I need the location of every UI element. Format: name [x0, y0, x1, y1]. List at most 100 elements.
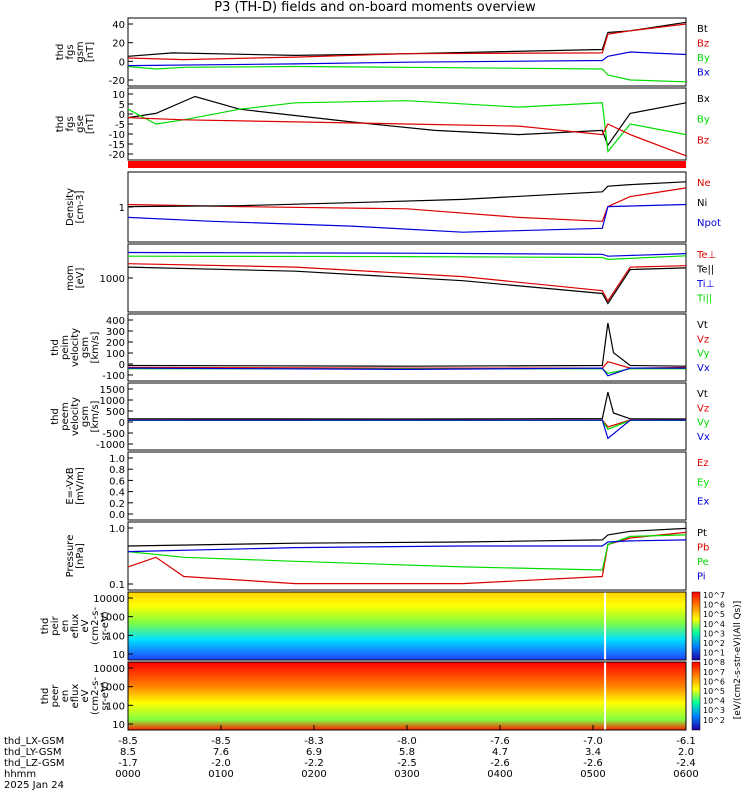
x-row-label: thd_LZ-GSM [4, 758, 65, 769]
y-axis-label: thdfgsgse[nT] [55, 114, 96, 134]
series-line-By [127, 100, 687, 153]
legend-label: Vz [697, 403, 709, 414]
legend-label: By [697, 53, 710, 64]
colorbar-tick-label: 10^7 [703, 591, 725, 600]
y-tick-label: 1500 [100, 385, 125, 396]
y-axis-label-line: [nT] [85, 42, 96, 62]
y-tick-label: 1000 [100, 274, 125, 285]
y-tick-label: 0.4 [109, 488, 125, 499]
colorbar [691, 591, 701, 661]
x-tick-label: -8.5 [118, 736, 138, 747]
y-axis-label-line: eV [80, 689, 91, 702]
series-line-Vx [127, 367, 686, 377]
series-line-Bz [127, 117, 687, 157]
y-axis-label-line: [nPa] [75, 543, 86, 569]
colorbar [691, 661, 701, 731]
series-line-Ti⊥ [127, 251, 687, 257]
x-row-label: hhmm [4, 769, 36, 780]
series-line-Ti|| [127, 255, 687, 261]
y-axis-label-line: [mV/m] [75, 467, 86, 505]
panel-peir-en-eflux: 10000100010010thdpeirenefluxeV(cm2-s-sr-… [40, 591, 687, 661]
x-tick-label: 0100 [208, 769, 233, 780]
y-tick-label: 0 [119, 110, 125, 121]
y-axis-label-line: eflux [70, 614, 81, 639]
y-axis-label-line: [nT] [85, 114, 96, 134]
panel-frame [127, 521, 687, 591]
y-tick-label: 20 [112, 39, 125, 50]
legend-label: Bz [697, 39, 709, 50]
panel-frame [127, 382, 687, 451]
legend-label: Vx [697, 432, 710, 443]
y-tick-label: 400 [106, 316, 125, 327]
y-axis-label-line: [km/s] [90, 331, 101, 363]
x-tick-label: -7.6 [490, 736, 510, 747]
series-line-By [127, 65, 687, 83]
x-tick-label: -1.7 [118, 758, 138, 769]
y-tick-label: 1.0 [109, 524, 125, 535]
y-tick-label: 1000 [100, 683, 125, 694]
legend-label: By [697, 115, 710, 126]
y-axis-label-line: gsm [80, 337, 91, 358]
y-axis-label-line: [eV] [75, 268, 86, 289]
legend-label: Bz [697, 135, 709, 146]
y-tick-label: 100 [106, 349, 125, 360]
x-tick-label: 0000 [115, 769, 140, 780]
y-tick-label: 10 [112, 650, 125, 661]
mode-bar [128, 161, 686, 168]
panel-frame [127, 171, 687, 243]
y-tick-label: 0 [119, 57, 125, 68]
series-line-Bx [127, 51, 687, 67]
legend-label: Bt [697, 24, 708, 35]
x-tick-label: -2.5 [397, 758, 417, 769]
y-axis-label-line: thd [55, 116, 66, 133]
legend-label: Vt [697, 320, 708, 331]
x-tick-label: -6.1 [676, 736, 696, 747]
legend-label: Pt [697, 528, 707, 539]
y-axis-label-line: peim [60, 335, 71, 360]
y-axis-label: thdpeerenefluxeV(cm2-s-sr-eV) [40, 677, 111, 715]
y-axis-label-line: [km/s] [90, 400, 101, 432]
spectrogram [128, 592, 686, 660]
legend-label: Te|| [696, 265, 714, 276]
y-tick-label: 100 [106, 631, 125, 642]
page-title: P3 (TH-D) fields and on-board moments ov… [214, 0, 536, 15]
legend-label: Ey [697, 477, 709, 488]
colorbar-tick-label: 10^6 [703, 677, 725, 686]
y-tick-label: 0.6 [109, 476, 125, 487]
panel-frame [127, 313, 687, 382]
colorbar-tick-label: 10^4 [703, 620, 725, 629]
y-tick-label: 5 [119, 100, 125, 111]
y-tick-label: -1000 [96, 440, 125, 451]
legend-label: Ni [697, 198, 707, 209]
y-axis-label-line: peem [60, 402, 71, 430]
legend-label: Ne [697, 178, 711, 189]
y-tick-label: -15 [109, 140, 125, 151]
y-axis-label-line: en [60, 690, 71, 703]
y-tick-label: 0.2 [109, 499, 125, 510]
legend-label: Vy [697, 418, 710, 429]
y-tick-label: 1000 [100, 396, 125, 407]
y-tick-label: -500 [102, 429, 125, 440]
colorbar-tick-label: 10^7 [703, 668, 725, 677]
x-tick-label: 0300 [394, 769, 419, 780]
y-tick-label: 1000 [100, 613, 125, 624]
y-tick-label: 10000 [93, 664, 125, 675]
y-tick-label: 200 [106, 338, 125, 349]
series-line-Pi [127, 539, 687, 553]
y-axis-label: thdpeimvelocitygsm[km/s] [50, 328, 101, 367]
y-axis-label-line: peer [50, 684, 61, 708]
colorbar-tick-label: 10^8 [703, 658, 725, 667]
x-tick-label: 0200 [301, 769, 326, 780]
date-label: 2025 Jan 24 [4, 780, 64, 791]
y-axis-label-line: gsm [80, 406, 91, 427]
colorbar-tick-label: 10^3 [703, 629, 725, 638]
colorbar-tick-label: 10^4 [703, 697, 725, 706]
panel-efield: 1.00.80.60.40.20.0 E=-VxB[mV/m] Ez Ey Ex [65, 451, 709, 521]
panel-frame [127, 451, 687, 521]
legend-label: Pi [697, 572, 706, 583]
y-axis-label-line: E=-VxB [65, 467, 76, 504]
y-axis-label-line: (cm2-s- [90, 677, 101, 715]
y-tick-label: 0 [119, 418, 125, 429]
x-tick-label: 3.4 [585, 747, 601, 758]
y-tick-label: -10 [109, 130, 125, 141]
